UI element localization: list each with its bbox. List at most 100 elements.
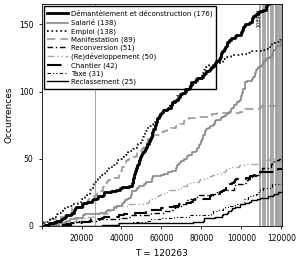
Taxe (31) — [270, 184, 273, 187]
Chantier (42) — [42, 223, 45, 226]
Chantier (42) — [234, 177, 237, 181]
Chantier (42) — [208, 195, 212, 198]
Line: Démantèlement et déconstruction (176): Démantèlement et déconstruction (176) — [42, 0, 282, 226]
Emploi (138) — [88, 191, 92, 194]
Manifestation (89) — [259, 105, 262, 108]
Taxe (31) — [258, 188, 262, 191]
Chantier (42) — [274, 169, 278, 172]
Taxe (31) — [221, 207, 225, 210]
Taxe (31) — [242, 200, 245, 203]
Taxe (31) — [212, 210, 215, 213]
Chantier (42) — [218, 191, 222, 194]
Chantier (42) — [276, 168, 279, 171]
Chantier (42) — [259, 171, 262, 174]
(Re)développement (50) — [191, 180, 194, 183]
Salarié (138) — [279, 40, 283, 43]
Démantèlement et déconstruction (176) — [267, 1, 270, 4]
Reconversion (51) — [279, 156, 283, 159]
Salarié (138) — [40, 224, 44, 227]
Reclassement (25) — [117, 222, 121, 225]
Reclassement (25) — [230, 207, 234, 210]
Line: Manifestation (89): Manifestation (89) — [42, 106, 282, 226]
Reconversion (51) — [244, 180, 248, 183]
Chantier (42) — [118, 214, 121, 217]
Chantier (42) — [193, 198, 196, 201]
Taxe (31) — [159, 216, 163, 220]
Démantèlement et déconstruction (176) — [213, 63, 216, 66]
Reclassement (25) — [226, 210, 230, 213]
Reclassement (25) — [276, 191, 279, 194]
Emploi (138) — [64, 206, 68, 209]
Chantier (42) — [80, 220, 84, 223]
(Re)développement (50) — [40, 224, 44, 227]
Salarié (138) — [82, 214, 85, 217]
Text: 26691: 26691 — [92, 8, 98, 24]
Taxe (31) — [148, 218, 152, 221]
Chantier (42) — [146, 208, 149, 211]
Taxe (31) — [251, 193, 255, 196]
Reclassement (25) — [273, 192, 276, 195]
Chantier (42) — [88, 219, 92, 222]
Chantier (42) — [191, 199, 195, 202]
Line: Salarié (138): Salarié (138) — [42, 40, 282, 226]
Salarié (138) — [280, 39, 284, 42]
Line: Reclassement (25): Reclassement (25) — [42, 192, 282, 226]
Chantier (42) — [145, 210, 148, 213]
Chantier (42) — [177, 203, 181, 206]
Taxe (31) — [216, 208, 219, 211]
Salarié (138) — [69, 218, 72, 221]
Reclassement (25) — [40, 224, 44, 227]
Reclassement (25) — [233, 206, 237, 209]
Taxe (31) — [115, 222, 119, 225]
Line: Taxe (31): Taxe (31) — [42, 184, 282, 226]
Manifestation (89) — [90, 196, 93, 199]
Emploi (138) — [280, 39, 284, 42]
Reclassement (25) — [259, 196, 262, 199]
Legend: Démantèlement et déconstruction (176), Salarié (138), Emploi (138), Manifestatio: Démantèlement et déconstruction (176), S… — [44, 6, 216, 89]
Manifestation (89) — [178, 122, 182, 125]
Taxe (31) — [132, 220, 135, 223]
Chantier (42) — [248, 175, 252, 178]
Line: (Re)développement (50): (Re)développement (50) — [42, 159, 282, 226]
Manifestation (89) — [257, 106, 261, 109]
Reclassement (25) — [220, 214, 224, 217]
Démantèlement et déconstruction (176) — [166, 107, 169, 111]
Reclassement (25) — [238, 203, 242, 206]
Taxe (31) — [104, 223, 107, 226]
Chantier (42) — [222, 188, 226, 191]
Chantier (42) — [244, 176, 248, 179]
Reclassement (25) — [202, 219, 205, 222]
Chantier (42) — [225, 184, 229, 187]
Taxe (31) — [209, 212, 213, 215]
Reclassement (25) — [243, 201, 247, 205]
Reconversion (51) — [233, 184, 237, 187]
Emploi (138) — [274, 40, 277, 43]
Line: Emploi (138): Emploi (138) — [42, 40, 282, 226]
Taxe (31) — [257, 191, 260, 194]
Reclassement (25) — [238, 204, 242, 207]
Chantier (42) — [225, 185, 229, 189]
Taxe (31) — [242, 199, 246, 202]
Taxe (31) — [145, 219, 148, 222]
Reclassement (25) — [247, 200, 251, 203]
Chantier (42) — [172, 204, 176, 207]
Chantier (42) — [224, 187, 228, 190]
Emploi (138) — [48, 218, 52, 221]
Salarié (138) — [112, 206, 116, 209]
Taxe (31) — [40, 224, 44, 227]
Emploi (138) — [55, 214, 58, 217]
Chantier (42) — [165, 206, 169, 209]
Manifestation (89) — [94, 193, 98, 196]
Reclassement (25) — [271, 193, 275, 196]
Démantèlement et déconstruction (176) — [40, 224, 44, 227]
Chantier (42) — [228, 183, 232, 186]
Chantier (42) — [230, 181, 233, 184]
Emploi (138) — [278, 39, 282, 42]
(Re)développement (50) — [186, 183, 189, 186]
Reclassement (25) — [230, 208, 233, 211]
Taxe (31) — [270, 183, 274, 186]
Salarié (138) — [130, 191, 134, 194]
Chantier (42) — [209, 193, 213, 196]
(Re)développement (50) — [160, 192, 163, 195]
Manifestation (89) — [40, 224, 44, 227]
